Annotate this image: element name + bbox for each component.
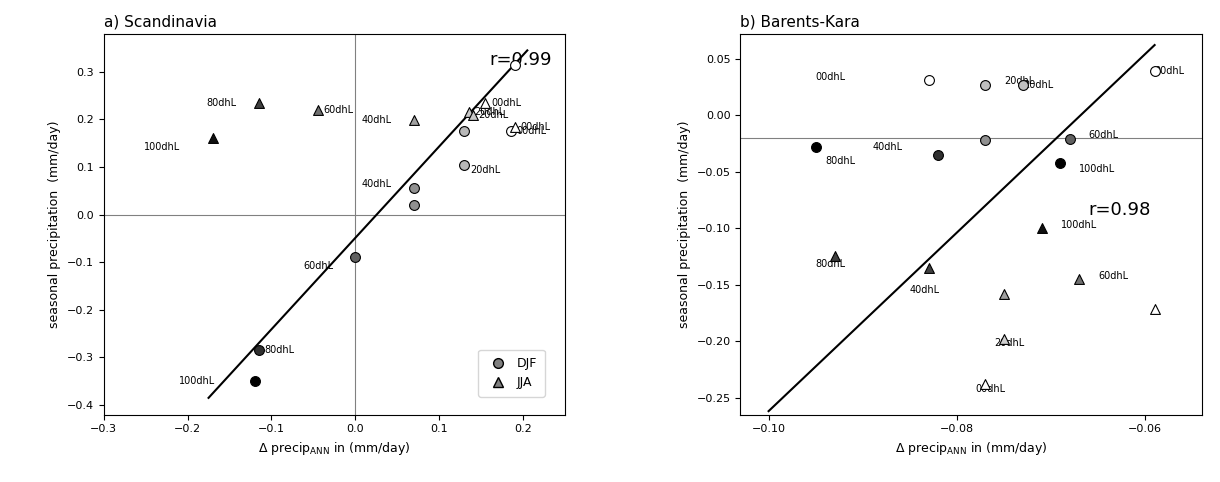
Point <box>994 335 1014 343</box>
Text: a) Scandinavia: a) Scandinavia <box>104 15 217 30</box>
Text: 100dhL: 100dhL <box>144 142 181 152</box>
Point <box>919 264 938 271</box>
Text: 00dhL: 00dhL <box>492 98 521 108</box>
Point <box>404 201 423 209</box>
Text: 20dhL: 20dhL <box>994 338 1025 348</box>
X-axis label: $\Delta$ precip$_{\mathregular{ANN}}$ in (mm/day): $\Delta$ precip$_{\mathregular{ANN}}$ in… <box>894 440 1048 457</box>
Point <box>976 136 996 144</box>
Point <box>806 143 826 150</box>
Point <box>249 347 268 354</box>
Point <box>245 377 265 385</box>
Text: 40dhL: 40dhL <box>362 179 392 188</box>
Text: 80dhL: 80dhL <box>207 98 237 108</box>
Point <box>825 253 844 260</box>
Point <box>345 254 365 261</box>
Text: 40dhL: 40dhL <box>872 142 903 152</box>
Y-axis label: seasonal precipitation  (mm/day): seasonal precipitation (mm/day) <box>49 120 61 328</box>
Text: r=0.99: r=0.99 <box>489 51 553 68</box>
Text: 20dhL: 20dhL <box>478 110 509 120</box>
Point <box>1050 159 1070 166</box>
Point <box>1013 80 1032 88</box>
Text: 00dhL: 00dhL <box>1154 66 1185 76</box>
Text: 60dhL: 60dhL <box>1098 270 1128 281</box>
Point <box>476 99 495 107</box>
Point <box>505 123 525 131</box>
Point <box>455 161 475 169</box>
Point <box>249 99 268 107</box>
Text: 100dhL: 100dhL <box>1060 220 1097 230</box>
Point <box>464 111 483 119</box>
Text: 20dhL: 20dhL <box>1022 80 1053 90</box>
Point <box>307 106 327 114</box>
Text: 80dhL: 80dhL <box>825 157 855 166</box>
Text: 60dhL: 60dhL <box>323 105 354 115</box>
Text: 40dhL: 40dhL <box>362 115 392 125</box>
Point <box>459 108 478 116</box>
Text: 100dhL: 100dhL <box>179 376 216 386</box>
Point <box>500 127 520 135</box>
Point <box>919 76 938 84</box>
Point <box>505 61 525 68</box>
Text: 00dhL: 00dhL <box>516 126 547 136</box>
Point <box>1144 306 1164 313</box>
Point <box>404 185 423 192</box>
Text: r=0.98: r=0.98 <box>1088 201 1152 218</box>
Text: 00dhL: 00dhL <box>816 72 845 81</box>
Point <box>976 80 996 88</box>
Text: b) Barents-Kara: b) Barents-Kara <box>741 15 860 30</box>
Point <box>1144 67 1164 75</box>
Point <box>1060 135 1080 143</box>
Text: 60dhL: 60dhL <box>304 261 333 271</box>
Text: 80dhL: 80dhL <box>265 345 295 355</box>
Legend: DJF, JJA: DJF, JJA <box>478 349 545 397</box>
Text: 40dhL: 40dhL <box>910 285 939 295</box>
Point <box>976 380 996 388</box>
Point <box>455 127 475 135</box>
Point <box>203 134 222 142</box>
Point <box>994 290 1014 297</box>
Text: 00dhL: 00dhL <box>976 384 1005 393</box>
Point <box>928 151 948 159</box>
X-axis label: $\Delta$ precip$_{\mathregular{ANN}}$ in (mm/day): $\Delta$ precip$_{\mathregular{ANN}}$ in… <box>257 440 411 457</box>
Y-axis label: seasonal precipitation  (mm/day): seasonal precipitation (mm/day) <box>678 120 691 328</box>
Text: 60dhL: 60dhL <box>1088 131 1119 140</box>
Text: 20dhL: 20dhL <box>1004 76 1035 86</box>
Text: 100dhL: 100dhL <box>1080 164 1115 174</box>
Text: 80dhL: 80dhL <box>816 259 845 269</box>
Text: 20dhL: 20dhL <box>470 165 500 175</box>
Point <box>404 117 423 124</box>
Text: 20dhL: 20dhL <box>475 107 505 117</box>
Point <box>1070 275 1089 283</box>
Text: 00dhL: 00dhL <box>521 121 550 132</box>
Point <box>1032 224 1052 232</box>
